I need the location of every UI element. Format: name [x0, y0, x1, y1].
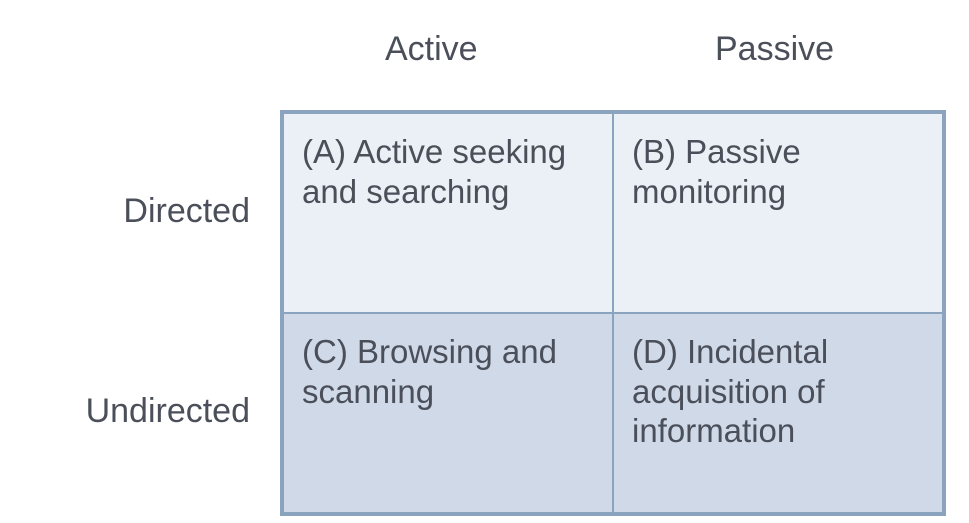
matrix-grid: (A) Active seeking and searching (B) Pas… — [280, 110, 946, 516]
row-header-undirected: Undirected — [0, 392, 250, 431]
column-header-passive: Passive — [715, 30, 834, 69]
row-header-directed: Directed — [0, 192, 250, 231]
cell-a: (A) Active seeking and searching — [283, 113, 613, 313]
two-by-two-matrix: Active Passive Directed Undirected (A) A… — [0, 0, 969, 523]
cell-b: (B) Passive monitoring — [613, 113, 943, 313]
column-header-active: Active — [385, 30, 478, 69]
cell-c: (C) Browsing and scanning — [283, 313, 613, 513]
cell-d: (D) Incidental acquisition of informatio… — [613, 313, 943, 513]
